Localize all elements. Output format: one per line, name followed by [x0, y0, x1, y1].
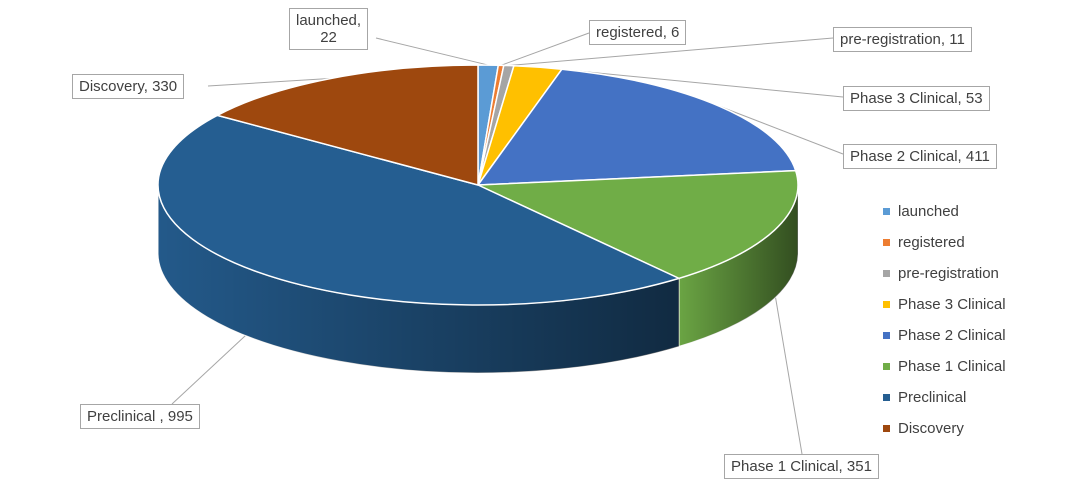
- legend-label: pre-registration: [898, 265, 999, 282]
- data-label-text: launched,: [296, 12, 362, 29]
- legend-item-launched: launched: [883, 196, 1073, 227]
- legend-label: Phase 2 Clinical: [898, 327, 1006, 344]
- leader-line-discovery: [207, 77, 332, 87]
- data-label-text: registered, 6: [596, 24, 680, 41]
- legend-swatch: [883, 394, 890, 401]
- legend-swatch: [883, 301, 890, 308]
- legend-label: Phase 1 Clinical: [898, 358, 1006, 375]
- pie-slice-preclinical: [157, 114, 680, 306]
- data-label-text: Phase 1 Clinical, 351: [731, 458, 872, 475]
- data-label-text: Preclinical , 995: [87, 408, 193, 425]
- pie-slices: [157, 64, 799, 306]
- legend-item-phase-1-clinical: Phase 1 Clinical: [883, 351, 1073, 382]
- legend-swatch: [883, 363, 890, 370]
- pie-slice-discovery: [216, 64, 479, 186]
- pie-slice-phase-2-clinical: [477, 68, 797, 186]
- legend-label: Discovery: [898, 420, 964, 437]
- leader-line-pre-registration: [508, 37, 834, 67]
- pie-slice-phase-1-clinical: [477, 169, 799, 280]
- legend-label: Phase 3 Clinical: [898, 296, 1006, 313]
- leader-line-preclinical: [171, 322, 259, 405]
- legend-item-registered: registered: [883, 227, 1073, 258]
- legend-item-pre-registration: pre-registration: [883, 258, 1073, 289]
- data-label-phase-2-clinical: Phase 2 Clinical, 411: [843, 144, 997, 169]
- legend: launched registered pre-registration Pha…: [883, 196, 1073, 444]
- leader-line-registered: [500, 32, 590, 66]
- data-label-text: 22: [320, 29, 337, 46]
- data-label-phase-1-clinical: Phase 1 Clinical, 351: [724, 454, 879, 479]
- legend-label: registered: [898, 234, 965, 251]
- legend-item-phase-2-clinical: Phase 2 Clinical: [883, 320, 1073, 351]
- leader-line-phase-1-clinical: [773, 291, 803, 455]
- leader-line-launched: [375, 37, 489, 66]
- data-label-text: Discovery, 330: [79, 78, 178, 95]
- leader-line-phase-2-clinical: [719, 106, 844, 155]
- data-label-pre-registration: pre-registration, 11: [833, 27, 972, 52]
- legend-swatch: [883, 208, 890, 215]
- pie-side-shade: [678, 185, 798, 347]
- pie-side-shade: [157, 185, 679, 374]
- data-label-text: Phase 2 Clinical, 411: [850, 148, 990, 165]
- legend-label: launched: [898, 203, 959, 220]
- data-label-discovery: Discovery, 330: [72, 74, 185, 99]
- legend-swatch: [883, 332, 890, 339]
- legend-swatch: [883, 425, 890, 432]
- legend-label: Preclinical: [898, 389, 967, 406]
- data-label-launched: launched, 22: [289, 8, 369, 50]
- legend-item-preclinical: Preclinical: [883, 382, 1073, 413]
- data-label-text: pre-registration, 11: [840, 31, 965, 48]
- legend-item-discovery: Discovery: [883, 413, 1073, 444]
- data-label-preclinical: Preclinical , 995: [80, 404, 200, 429]
- data-label-phase-3-clinical: Phase 3 Clinical, 53: [843, 86, 990, 111]
- legend-swatch: [883, 270, 890, 277]
- legend-swatch: [883, 239, 890, 246]
- data-label-registered: registered, 6: [589, 20, 687, 45]
- legend-item-phase-3-clinical: Phase 3 Clinical: [883, 289, 1073, 320]
- data-label-text: Phase 3 Clinical, 53: [850, 90, 983, 107]
